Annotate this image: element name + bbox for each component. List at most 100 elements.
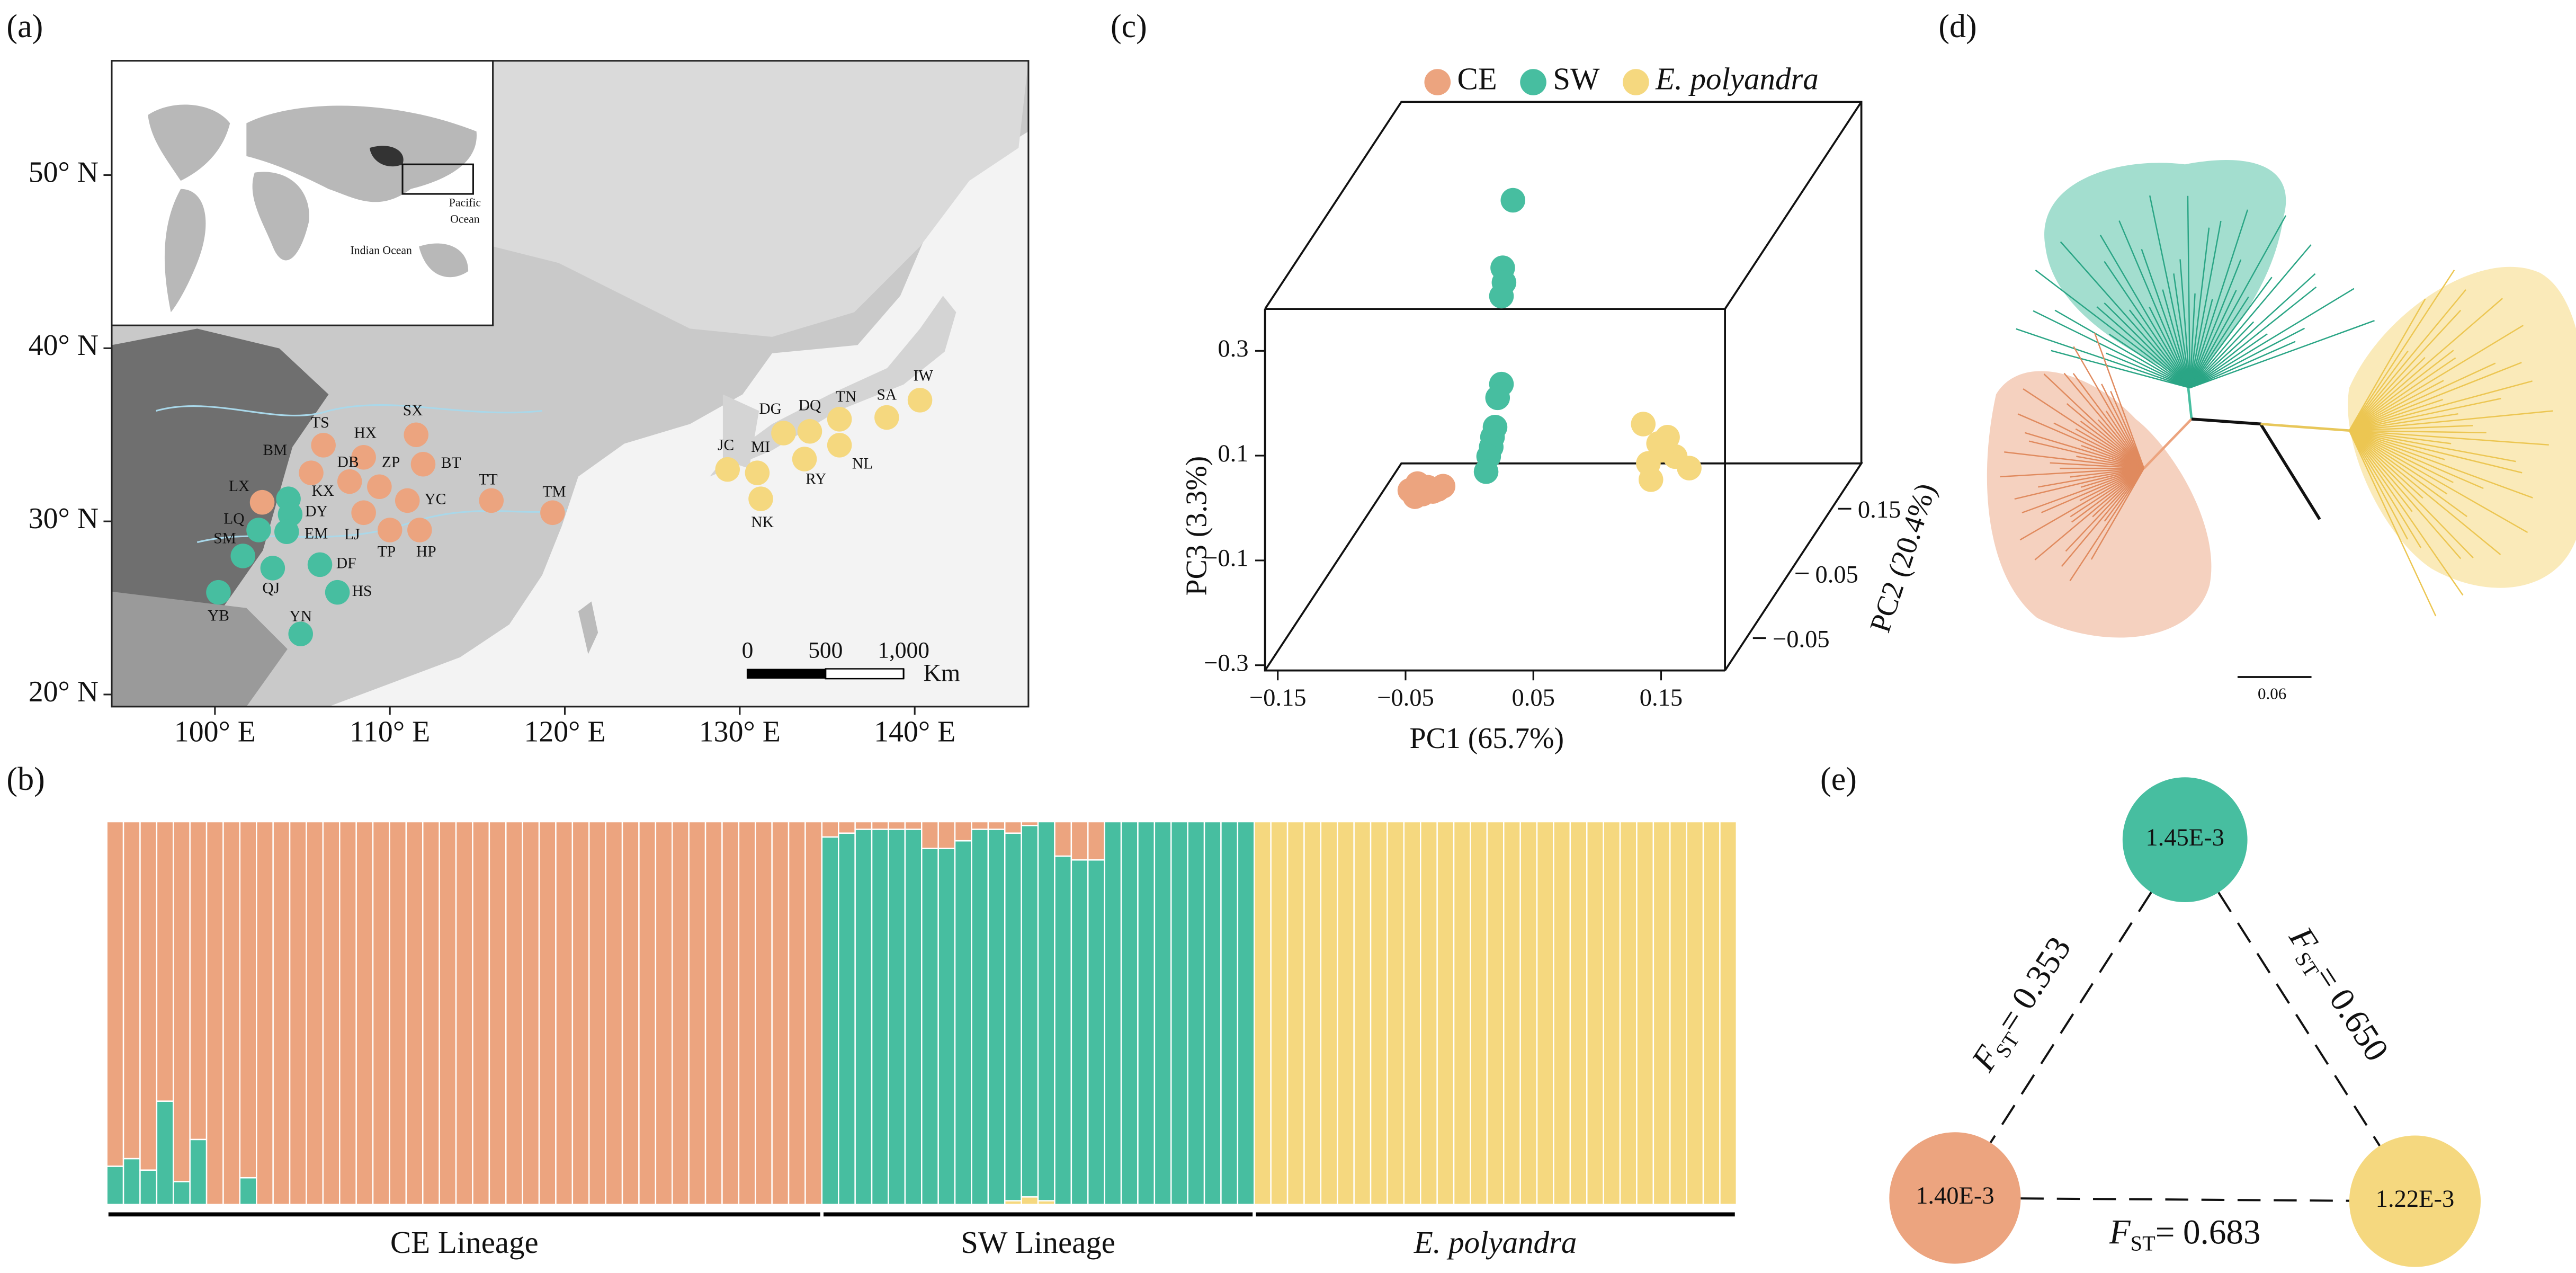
scale-bar (825, 668, 905, 680)
y-tick-label: −0.3 (1204, 649, 1248, 676)
fst-label: FST= 0.683 (2109, 1214, 2261, 1256)
ancestry-bar (1453, 821, 1471, 1206)
ancestry-bar (555, 821, 574, 1206)
ocean-label: Ocean (450, 213, 480, 226)
branch (2189, 320, 2375, 389)
branch (2189, 273, 2316, 388)
branch (2349, 298, 2503, 431)
site-label: TS (311, 414, 329, 431)
ancestry-bar (1320, 821, 1338, 1206)
site-label: DG (759, 400, 782, 417)
branch (2348, 270, 2455, 431)
ancestry-bar (904, 829, 923, 1206)
ancestry-bar (871, 821, 889, 830)
branch (2041, 467, 2144, 513)
branch (2348, 430, 2437, 617)
ancestry-bar (1586, 821, 1604, 1206)
site-label: LJ (344, 526, 360, 543)
site-point (299, 460, 324, 485)
site-label: DQ (799, 397, 821, 414)
ancestry-bar (854, 821, 873, 830)
ocean-label: Pacific (449, 197, 481, 209)
y-tick-label: −0.1 (1204, 545, 1248, 572)
branch (2066, 403, 2144, 469)
branch (2094, 333, 2145, 469)
site-point (407, 518, 432, 542)
site-label: YB (208, 607, 229, 624)
branch (2076, 456, 2144, 469)
branch (2189, 333, 2268, 389)
ancestry-bar (106, 1165, 124, 1206)
clade-hull (1987, 371, 2212, 638)
scale-unit: Km (923, 660, 960, 687)
legend-label: CE (1457, 61, 1497, 96)
ancestry-bar (1553, 821, 1571, 1206)
branch (2349, 362, 2496, 431)
pca-point (1473, 459, 1499, 484)
site-point (410, 452, 436, 477)
site-label: DY (305, 503, 328, 520)
branch (2348, 430, 2422, 548)
plateau (111, 591, 288, 707)
y-tick-label: 40° N (29, 329, 99, 362)
z-tick-label: 0.05 (1815, 561, 1858, 588)
site-label: HP (416, 544, 436, 560)
x-tick-label: 100° E (174, 715, 256, 748)
ancestry-bar (821, 821, 839, 838)
tree-scale-label: 0.06 (2258, 684, 2286, 702)
branch (2189, 209, 2249, 388)
study-area-box (401, 163, 474, 195)
fst-value: 0.353 (2004, 930, 2078, 1016)
branch (2349, 413, 2458, 431)
ancestry-bar (688, 821, 706, 1206)
clade-hull (2348, 266, 2576, 588)
ancestry-bar (122, 821, 141, 1160)
branch (2349, 430, 2533, 498)
ancestry-bar (954, 840, 972, 1206)
branch (2149, 195, 2191, 388)
site-point (288, 621, 313, 646)
scale-label: 1,000 (878, 637, 929, 663)
plateau (111, 328, 329, 633)
scale-bar (747, 669, 826, 679)
site-label: LX (229, 478, 249, 495)
branch (2189, 227, 2210, 388)
site-point (797, 419, 822, 444)
ancestry-bar (173, 821, 191, 1182)
ancestry-bar (987, 829, 1006, 1206)
scale-label: 0 (742, 637, 754, 663)
site-label: TP (378, 544, 396, 560)
site-label: SX (403, 402, 423, 419)
ancestry-bar (139, 821, 158, 1171)
branch (2014, 467, 2144, 500)
site-label: TM (542, 483, 566, 500)
pca-point (1485, 385, 1510, 411)
continent (148, 104, 230, 181)
ancestry-bar (472, 821, 490, 1206)
map-frame (111, 60, 1030, 708)
branch (2023, 388, 2144, 469)
diversity-label: 1.40E-3 (1916, 1182, 1994, 1209)
ancestry-bar (1037, 821, 1056, 1201)
ancestry-bar (871, 829, 889, 1206)
ancestry-bar (971, 829, 989, 1206)
branch (2189, 259, 2242, 388)
ancestry-bar (1686, 821, 1704, 1206)
legend-label: SW (1553, 61, 1600, 96)
legend-marker (1520, 69, 1546, 95)
ancestry-bar (239, 1177, 257, 1206)
ancestry-bar (389, 821, 407, 1206)
site-point (479, 488, 504, 513)
x-axis-label: PC1 (65.7%) (1410, 722, 1564, 755)
branch (2024, 432, 2144, 469)
branch (2141, 248, 2191, 388)
ancestry-bar (455, 821, 473, 1206)
x-tick-label: −0.05 (1377, 684, 1434, 711)
branch (2065, 468, 2145, 552)
ancestry-bar (222, 821, 241, 1206)
branch (2101, 384, 2145, 469)
ancestry-bar (571, 821, 590, 1206)
branch (2349, 430, 2445, 460)
ancestry-bar (1203, 821, 1222, 1206)
fst-label: FST=0.353 (1964, 930, 2081, 1080)
